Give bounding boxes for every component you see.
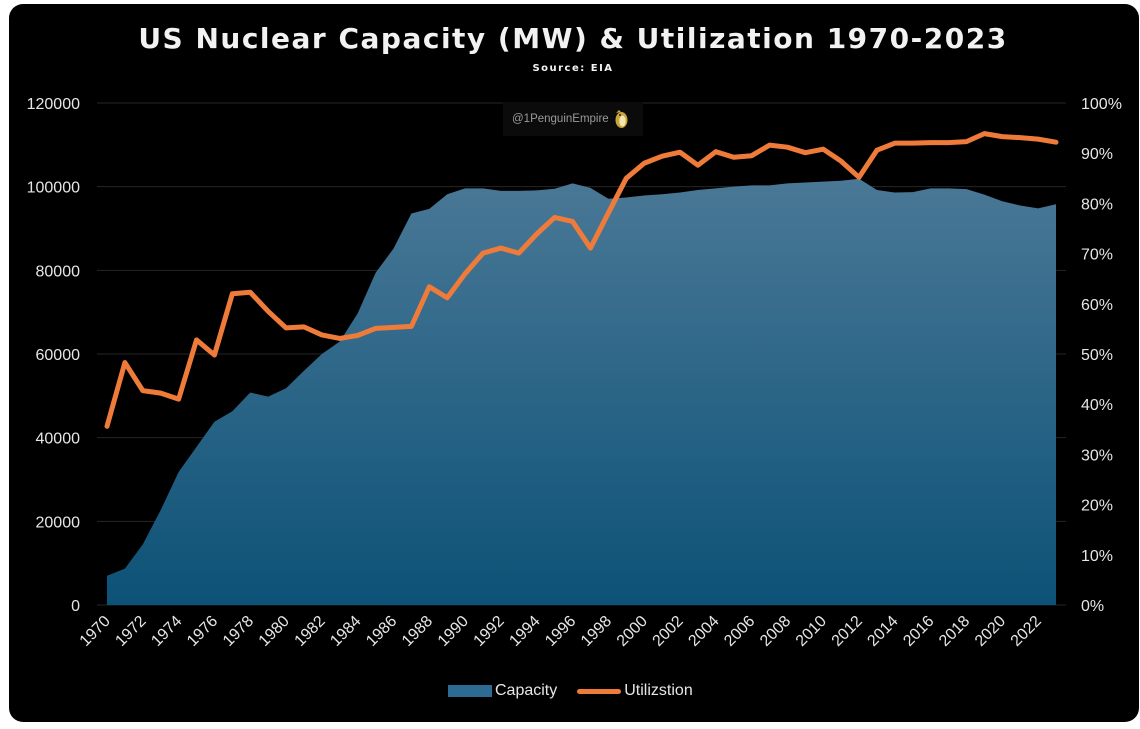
x-tick-label: 2012 <box>829 613 866 650</box>
y-axis-left: 0 20000 40000 60000 80000 100000 120000 <box>27 96 80 615</box>
x-tick-label: 2002 <box>650 613 687 650</box>
x-tick-label: 1972 <box>112 613 149 650</box>
y-right-tick-label: 10% <box>1081 548 1113 565</box>
y-axis-right: 0% 10% 20% 30% 40% 50% 60% 70% 80% 90% 100% <box>1081 96 1122 615</box>
x-tick-label: 1988 <box>399 613 436 650</box>
x-tick-label: 1986 <box>363 613 400 650</box>
y-left-tick-label: 0 <box>71 598 80 615</box>
watermark-text: @1PenguinEmpire <box>512 113 609 125</box>
watermark: @1PenguinEmpire <box>503 102 643 136</box>
x-tick-label: 1992 <box>471 613 508 650</box>
y-left-tick-label: 80000 <box>36 263 81 280</box>
capacity-series <box>107 178 1056 605</box>
x-tick-label: 2006 <box>721 613 758 650</box>
y-right-tick-label: 90% <box>1081 146 1113 163</box>
x-tick-label: 2008 <box>757 613 794 650</box>
y-right-tick-label: 40% <box>1081 397 1113 414</box>
x-tick-label: 2020 <box>972 613 1009 650</box>
x-tick-label: 1982 <box>292 613 329 650</box>
legend-utilization-label: Utilizstion <box>624 682 693 699</box>
y-right-tick-label: 30% <box>1081 447 1113 464</box>
y-left-tick-label: 60000 <box>36 347 81 364</box>
legend-capacity-label: Capacity <box>495 682 558 699</box>
legend-capacity-swatch <box>448 685 492 697</box>
x-tick-label: 2000 <box>614 613 651 650</box>
y-left-tick-label: 120000 <box>27 96 80 113</box>
x-tick-label: 1994 <box>506 613 543 650</box>
x-tick-label: 1998 <box>578 613 615 650</box>
legend-utilization-swatch <box>577 688 622 694</box>
y-left-tick-label: 20000 <box>36 514 81 531</box>
x-tick-label: 2010 <box>793 613 830 650</box>
x-tick-label: 2014 <box>864 613 901 650</box>
y-right-tick-label: 20% <box>1081 498 1113 515</box>
x-tick-label: 2022 <box>1008 613 1045 650</box>
x-tick-label: 1990 <box>435 613 472 650</box>
y-left-tick-label: 40000 <box>36 431 81 448</box>
x-tick-label: 1980 <box>256 613 293 650</box>
y-left-tick-label: 100000 <box>27 180 80 197</box>
y-right-tick-label: 70% <box>1081 247 1113 264</box>
y-right-tick-label: 100% <box>1081 96 1122 113</box>
y-right-tick-label: 80% <box>1081 196 1113 213</box>
y-right-tick-label: 0% <box>1081 598 1104 615</box>
x-axis: 1970197219741976197819801982198419861988… <box>77 613 1045 650</box>
chart-subtitle: Source: EIA <box>532 63 614 74</box>
utilization-line <box>104 131 1059 429</box>
capacity-area <box>107 178 1056 605</box>
utilization-series <box>104 131 1059 429</box>
x-tick-label: 2018 <box>936 613 973 650</box>
y-right-tick-label: 50% <box>1081 347 1113 364</box>
x-tick-label: 1976 <box>184 613 221 650</box>
x-tick-label: 2004 <box>685 613 722 650</box>
x-tick-label: 1970 <box>77 613 114 650</box>
chart-title: US Nuclear Capacity (MW) & Utilization 1… <box>138 22 1008 55</box>
x-tick-label: 1996 <box>542 613 579 650</box>
legend: Capacity Utilizstion <box>448 682 693 700</box>
x-tick-label: 1984 <box>327 613 364 650</box>
y-right-tick-label: 60% <box>1081 297 1113 314</box>
x-tick-label: 1974 <box>148 613 185 650</box>
x-tick-label: 2016 <box>900 613 937 650</box>
penguin-logo-icon <box>615 110 628 128</box>
x-tick-label: 1978 <box>220 613 257 650</box>
